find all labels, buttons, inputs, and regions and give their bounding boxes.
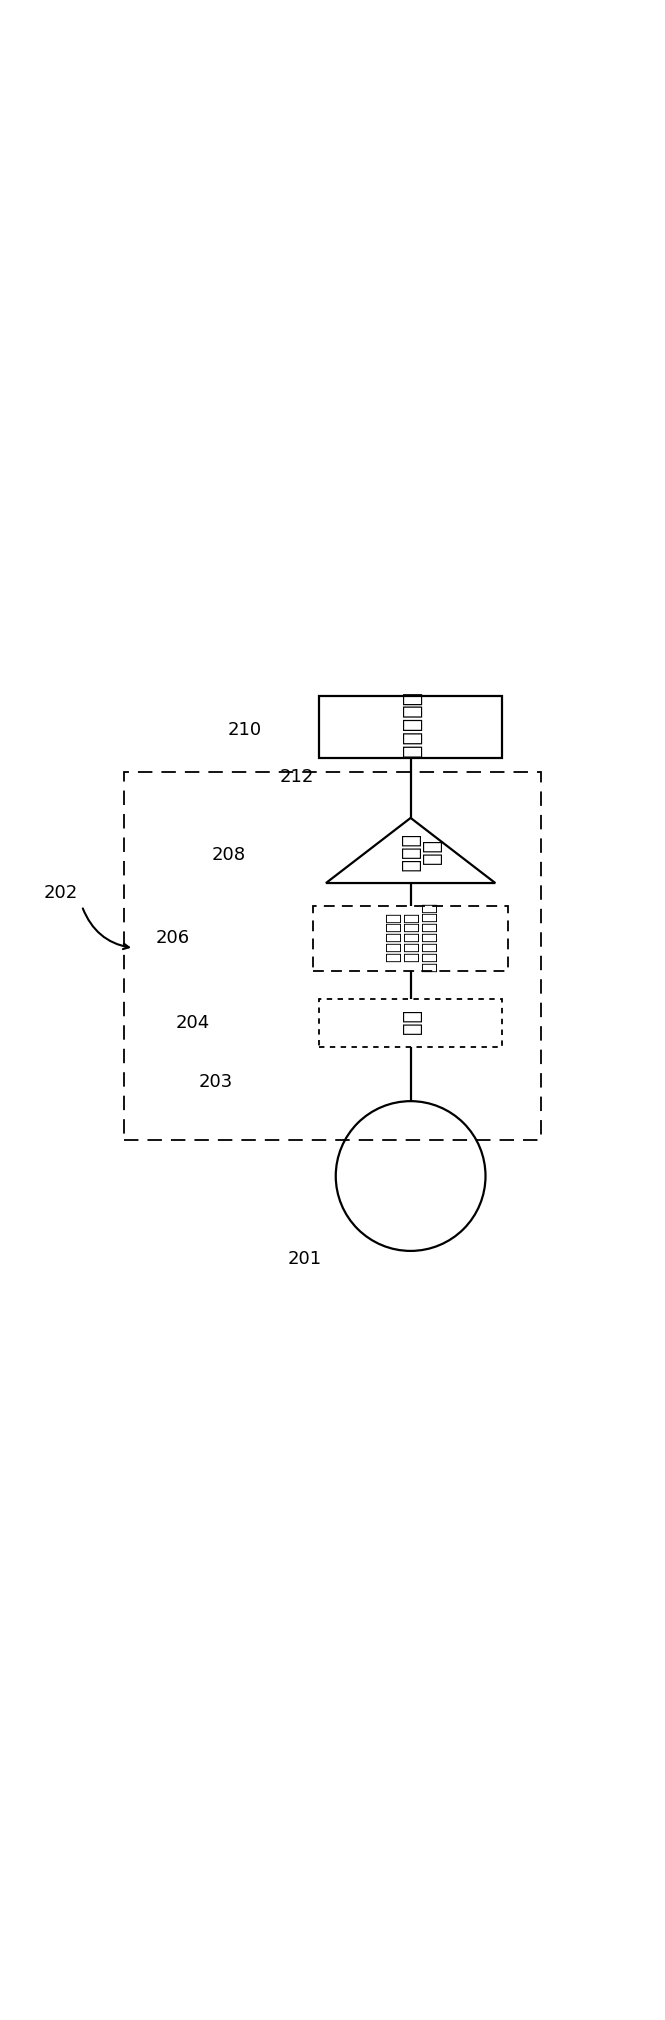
Text: 控制器单元: 控制器单元 [400, 693, 421, 760]
Text: 206: 206 [156, 929, 190, 947]
Text: 212: 212 [279, 768, 314, 786]
Text: 201: 201 [288, 1250, 323, 1269]
Text: 202: 202 [43, 885, 77, 901]
Bar [319, 695, 502, 758]
Text: 阻抗变器（匹配
和输入不平
衡转换器）: 阻抗变器（匹配 和输入不平 衡转换器） [384, 903, 438, 974]
Bar [319, 998, 502, 1048]
Bar [124, 772, 541, 1139]
Text: 210: 210 [227, 721, 261, 739]
Text: 203: 203 [198, 1073, 233, 1091]
Bar [313, 905, 508, 972]
Text: 前置
放大器: 前置 放大器 [400, 834, 441, 873]
Text: 204: 204 [176, 1014, 209, 1032]
Text: 去耦: 去耦 [400, 1010, 421, 1036]
Text: 208: 208 [211, 846, 245, 865]
